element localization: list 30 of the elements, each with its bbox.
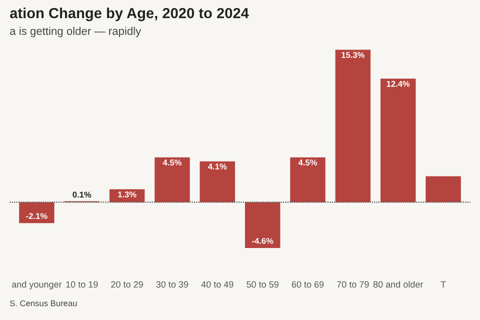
bar <box>19 202 54 224</box>
chart-subtitle: a is getting older — rapidly <box>10 26 142 38</box>
data-label: -4.6% <box>252 238 274 244</box>
x-tick-label: T <box>440 281 446 288</box>
bar <box>380 78 416 202</box>
data-label: 4.1% <box>208 164 227 170</box>
x-tick-label: 30 to 39 <box>156 281 188 288</box>
chart-title: ation Change by Age, 2020 to 2024 <box>10 8 249 22</box>
x-tick-label: and younger <box>12 281 62 290</box>
data-label: 4.5% <box>298 160 318 166</box>
bar <box>290 157 326 202</box>
bar <box>426 176 461 202</box>
data-label: 15.3% <box>342 52 365 58</box>
data-label: 0.1% <box>72 192 92 198</box>
x-tick-label: 20 to 29 <box>111 281 143 288</box>
text: S. Census Bureau <box>10 300 77 306</box>
x-tick-label: 60 to 69 <box>292 281 324 288</box>
data-label: 4.5% <box>162 160 182 166</box>
bar <box>154 157 190 202</box>
x-tick-label: 40 to 49 <box>201 281 234 288</box>
data-label: 1.3% <box>118 191 136 198</box>
data-label: -2.1% <box>26 213 48 219</box>
bar <box>335 50 371 202</box>
bar <box>244 202 280 248</box>
x-tick-label: 50 to 59 <box>246 281 278 288</box>
bar <box>200 161 236 202</box>
data-label: 12.4% <box>386 80 410 87</box>
x-tick-label: 70 to 79 <box>337 281 369 288</box>
x-tick-label: 80 and older <box>373 281 424 288</box>
x-tick-label: 10 to 19 <box>66 281 98 288</box>
